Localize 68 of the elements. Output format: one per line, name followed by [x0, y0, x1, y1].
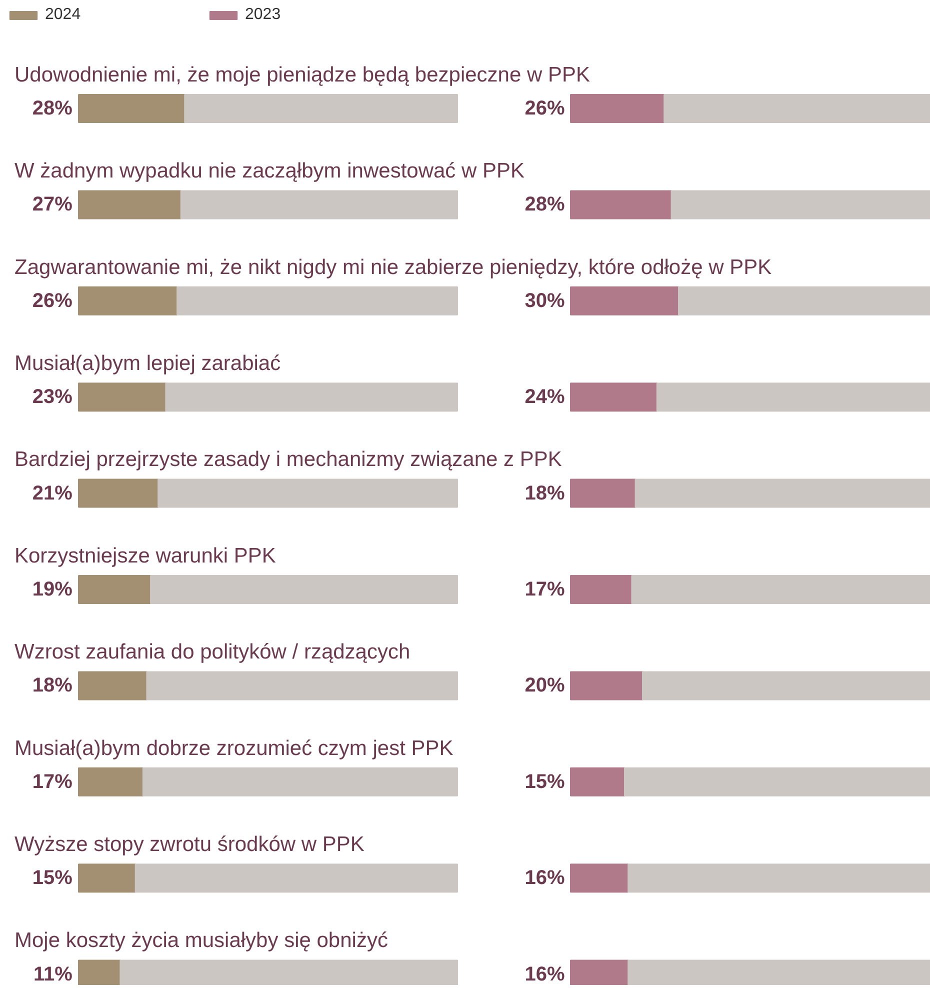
data-label: 16%: [524, 963, 565, 986]
bar: [570, 286, 679, 316]
bar: [78, 94, 186, 123]
bar: [678, 286, 930, 316]
bar: [624, 767, 930, 796]
data-label: 27%: [32, 194, 73, 216]
bar: [570, 382, 658, 412]
category-label: Wzrost zaufania do polityków / rządzących: [14, 640, 410, 664]
data-label: 23%: [32, 386, 73, 408]
bar: [158, 478, 458, 508]
bar: [634, 478, 930, 508]
category-label: Wyższe stopy zwrotu środków w PPK: [14, 832, 364, 856]
bar: [78, 671, 148, 700]
bar: [628, 864, 930, 893]
category-label: Udowodnienie mi, że moje pieniądze będą bezpieczne w PPK: [14, 63, 590, 86]
bar: [570, 190, 672, 220]
bar: [570, 671, 643, 700]
bar: [570, 575, 632, 604]
data-label: 24%: [524, 386, 565, 408]
data-label: 26%: [32, 290, 73, 312]
category-label: Moje koszty życia musiałyby się obniżyć: [14, 929, 388, 952]
data-label: 21%: [32, 482, 73, 504]
data-label: 19%: [32, 578, 73, 600]
category-label: Bardziej przejrzyste zasady i mechanizmy związane z PPK: [14, 448, 562, 472]
bar: [150, 575, 458, 604]
legend-label: 2024: [45, 6, 81, 24]
data-label: 11%: [34, 963, 73, 986]
bar: [78, 767, 144, 796]
data-label: 16%: [524, 867, 565, 890]
bar: [78, 575, 152, 604]
bar: [176, 286, 458, 316]
category-label: Korzystniejsze warunki PPK: [14, 544, 276, 568]
bar: [631, 575, 930, 604]
data-label: 30%: [524, 290, 565, 312]
bar: [78, 190, 182, 220]
bar: [184, 94, 458, 123]
data-label: 26%: [524, 98, 565, 120]
bar: [570, 94, 665, 123]
category-label: Musiał(a)bym lepiej zarabiać: [14, 352, 281, 375]
legend-label: 2023: [245, 6, 281, 24]
data-label: 18%: [524, 482, 565, 504]
data-label: 15%: [32, 867, 73, 890]
bar: [670, 190, 930, 220]
bar: [78, 864, 136, 893]
bar: [180, 190, 458, 220]
category-label: Musiał(a)bym dobrze zrozumieć czym jest PPK: [14, 736, 454, 760]
data-label: 28%: [32, 98, 73, 120]
bar: [134, 864, 458, 893]
bar: [78, 286, 178, 316]
data-label: 17%: [524, 578, 565, 600]
bar: [570, 767, 625, 796]
data-label: 28%: [524, 194, 565, 216]
data-label: 20%: [524, 674, 565, 697]
bar: [570, 478, 636, 508]
bar: [78, 478, 159, 508]
bar: [78, 382, 166, 412]
category-label: Zagwarantowanie mi, że nikt nigdy mi nie zabierze pieniędzy, które odłożę w PPK: [14, 256, 772, 279]
bar: [146, 671, 458, 700]
data-label: 17%: [32, 770, 73, 793]
data-label: 15%: [524, 770, 565, 793]
bar: [642, 671, 930, 700]
bar: [656, 382, 930, 412]
bar: [570, 864, 629, 893]
data-label: 18%: [32, 674, 73, 697]
bar: [664, 94, 930, 123]
bar: [142, 767, 458, 796]
bar: [165, 382, 458, 412]
category-label: W żadnym wypadku nie zacząłbym inwestować w PPK: [14, 160, 525, 183]
